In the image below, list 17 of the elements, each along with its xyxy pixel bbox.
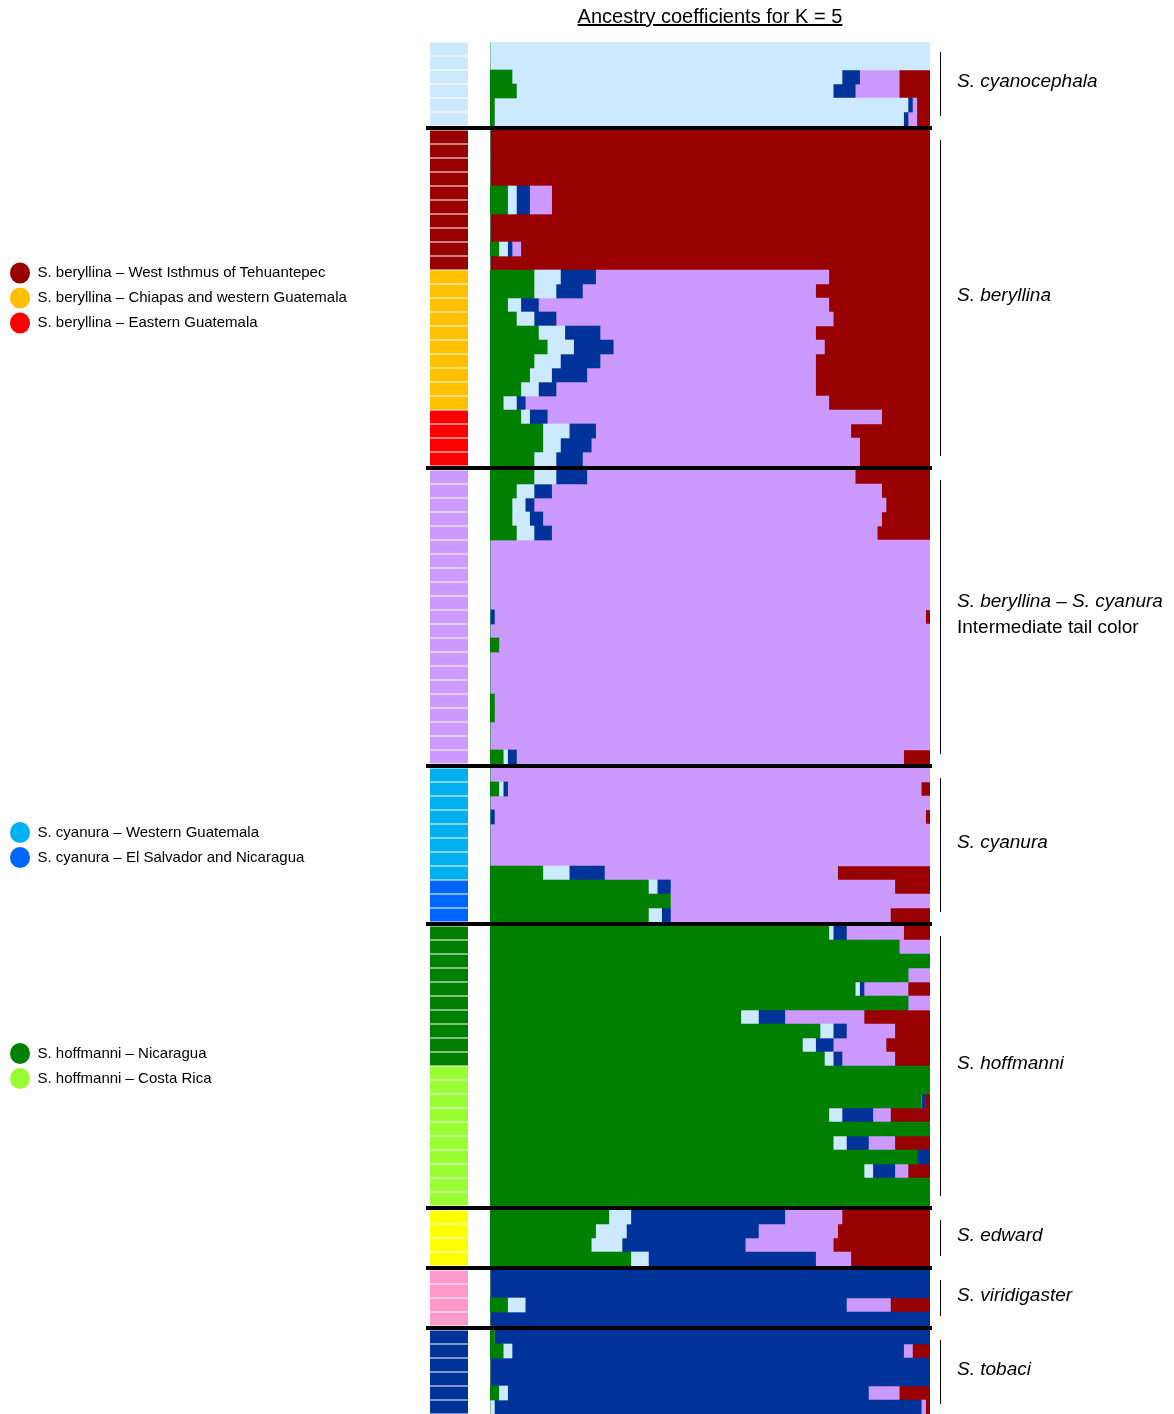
text: S. viridigaster: [957, 1283, 1073, 1307]
text: S. tobaci: [957, 1357, 1031, 1381]
text: Intermediate tail color: [957, 615, 1140, 639]
legend-label: S. cyanura – Western Guatemala: [37, 822, 260, 840]
text: S. hoffmanni: [957, 1051, 1064, 1075]
text: S. cyanura: [957, 830, 1048, 854]
legend-label: S. beryllina – West Isthmus of Tehuantepec: [37, 263, 326, 281]
legend-label: S. cyanura – El Salvador and Nicaragua: [37, 847, 305, 865]
legend-label: S. beryllina – Chiapas and western Guatemala: [37, 288, 348, 306]
text: S. edward: [957, 1223, 1043, 1247]
text: S. beryllina: [957, 283, 1051, 307]
text: S. cyanocephala: [957, 69, 1098, 93]
legend-label: S. beryllina – Eastern Guatemala: [37, 313, 259, 331]
legend-label: S. hoffmanni – Costa Rica: [37, 1068, 213, 1086]
chart-title: Ancestry coefficients for K = 5: [577, 5, 843, 28]
legend-label: S. hoffmanni – Nicaragua: [37, 1043, 208, 1061]
text: S. beryllina – S. cyanura: [957, 589, 1163, 613]
